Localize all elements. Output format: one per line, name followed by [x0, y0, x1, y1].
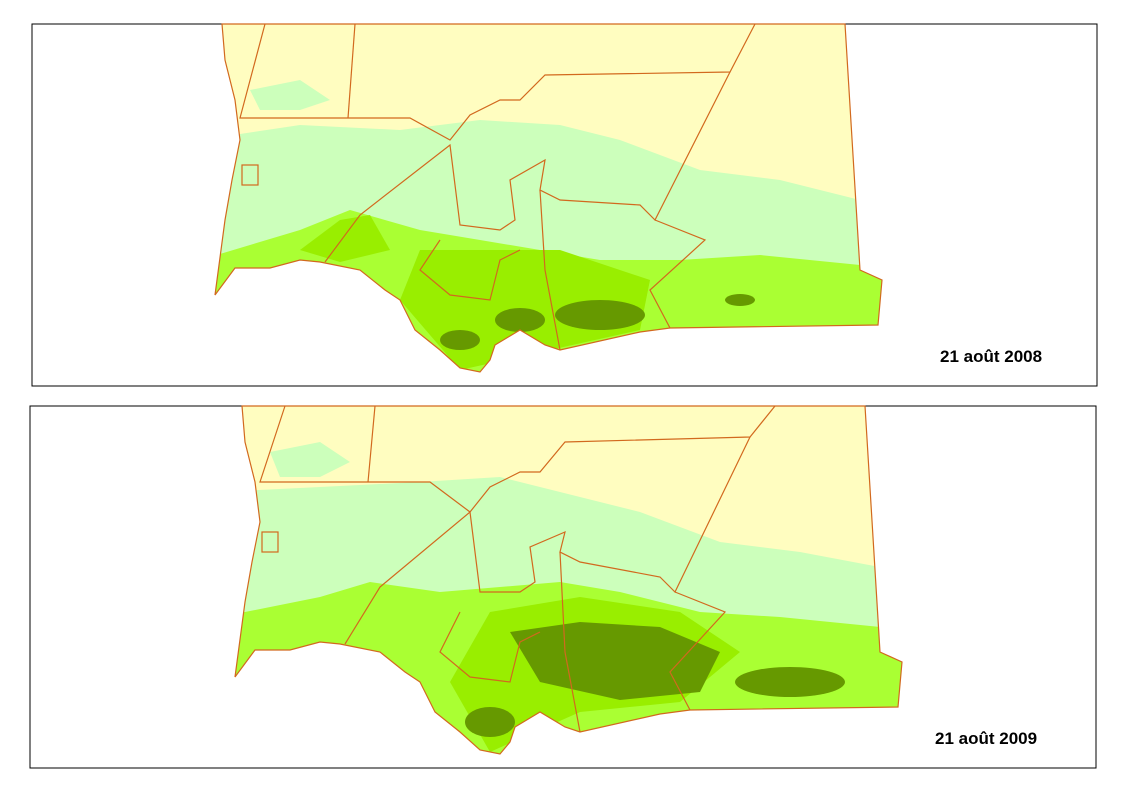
date-label: 21 août 2008: [940, 347, 1042, 366]
boundaries: [214, 23, 883, 373]
date-label: 21 août 2009: [935, 729, 1037, 748]
map-2009: [234, 405, 903, 755]
